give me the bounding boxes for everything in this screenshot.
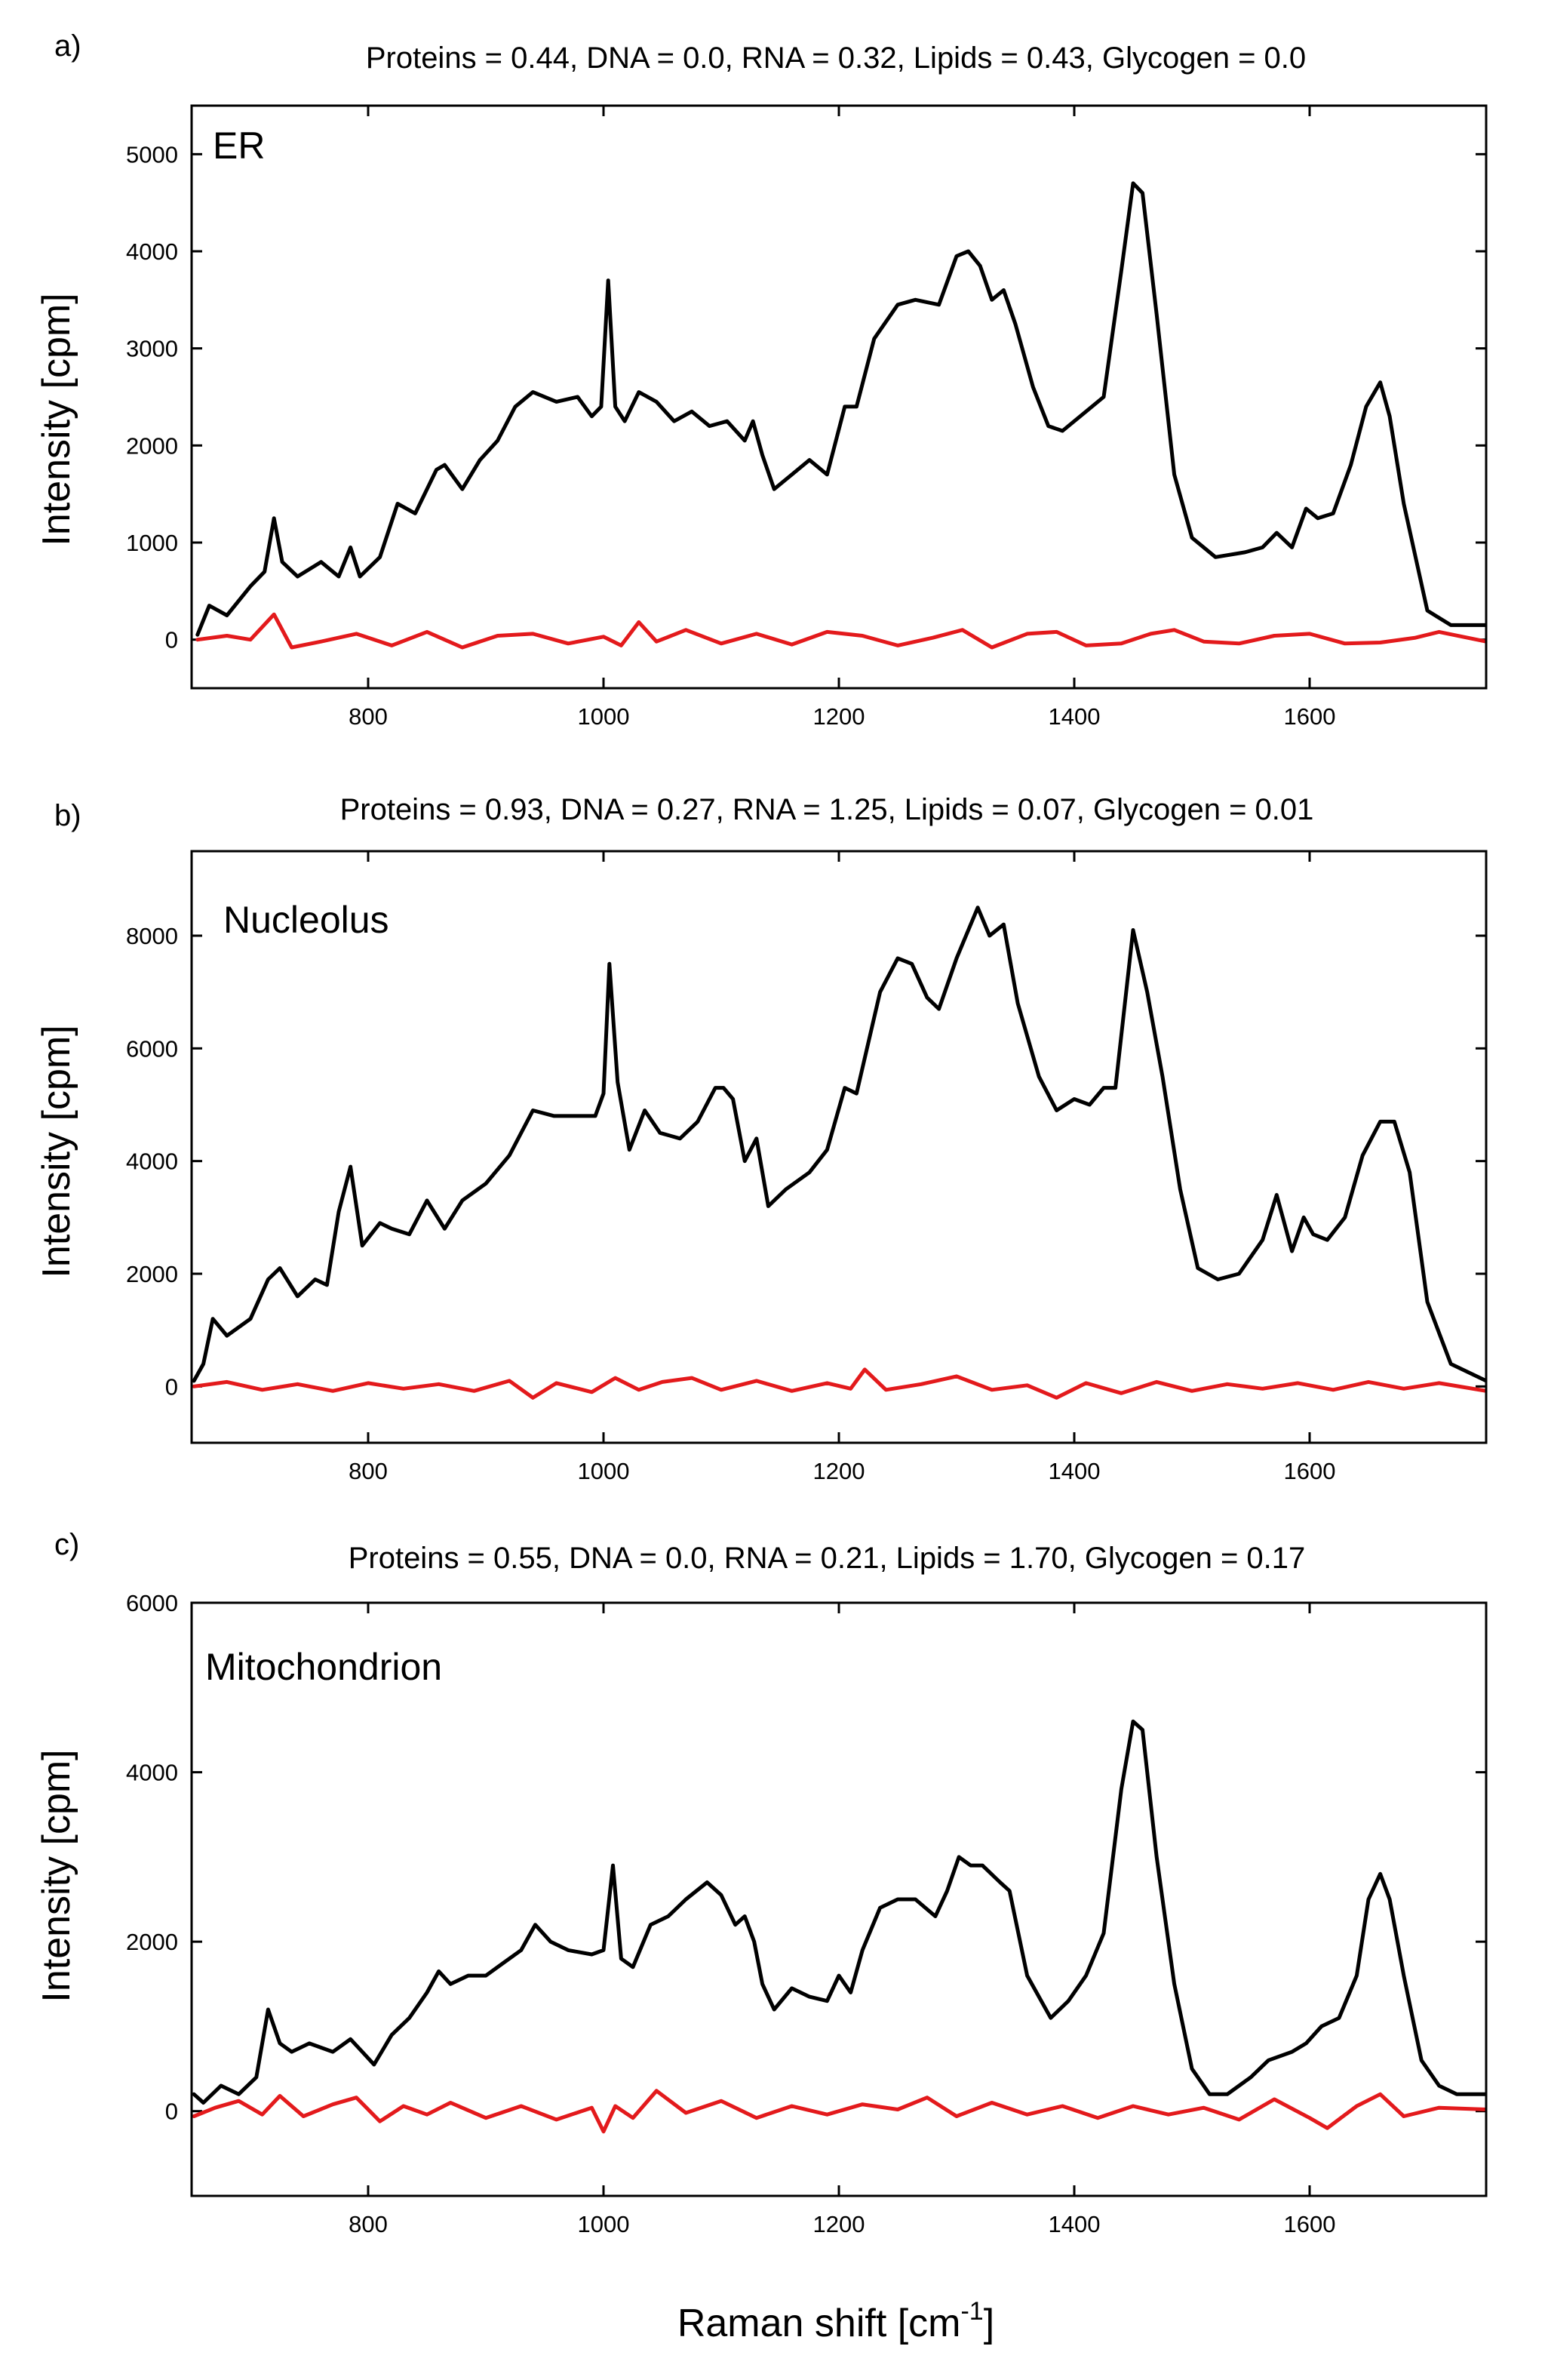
y-tick-label: 2000 [126, 1929, 178, 1955]
series-line-residual [192, 1367, 1486, 1400]
y-tick-label: 2000 [126, 432, 178, 459]
x-tick-label: 800 [349, 2211, 388, 2237]
y-tick-label: 5000 [126, 141, 178, 168]
panel-title: Proteins = 0.55, DNA = 0.0, RNA = 0.21, … [349, 1542, 1306, 1575]
panel-b: b) Proteins = 0.93, DNA = 0.27, RNA = 1.… [35, 793, 1488, 1484]
plot-area: 800 1000 1200 1400 1600 0 2000 4000 6000 8000 [126, 851, 1486, 1484]
panel-letter: b) [54, 799, 81, 832]
x-tick-label: 1600 [1284, 2211, 1336, 2237]
x-tick-label: 800 [349, 1458, 388, 1484]
x-tick-label: 1200 [813, 1458, 865, 1484]
plot-area: 800 1000 1200 1400 1600 0 1000 2000 3000 4000 5000 [126, 106, 1486, 730]
y-tick-label: 4000 [126, 1148, 178, 1175]
y-tick-label: 6000 [126, 1590, 178, 1616]
inside-label: ER [213, 125, 265, 167]
axes-frame [190, 104, 1488, 690]
y-tick-label: 0 [165, 1373, 178, 1400]
x-tick-label: 1600 [1284, 703, 1336, 730]
y-axis-label: Intensity [cpm] [35, 1749, 78, 2002]
y-tick-label: 6000 [126, 1035, 178, 1062]
inside-label: Nucleolus [223, 899, 389, 941]
y-axis-label: Intensity [cpm] [35, 293, 78, 546]
y-tick-label: 1000 [126, 530, 178, 556]
x-tick-label: 800 [349, 703, 388, 730]
x-tick-label: 1400 [1049, 2211, 1101, 2237]
plot-area: 800 1000 1200 1400 1600 0 2000 4000 6000 [126, 1590, 1486, 2237]
panel-letter: a) [54, 29, 81, 63]
x-tick-label: 1400 [1049, 1458, 1101, 1484]
x-axis-label: Raman shift [cm-1] [677, 2297, 994, 2345]
x-tick-label: 1000 [578, 703, 630, 730]
series-line-measured [195, 181, 1486, 637]
x-tick-label: 1200 [813, 703, 865, 730]
series-line-residual [195, 612, 1486, 650]
axes-frame [190, 850, 1488, 1444]
y-tick-label: 3000 [126, 336, 178, 362]
y-tick-label: 4000 [126, 1760, 178, 1786]
y-axis-label: Intensity [cpm] [35, 1025, 78, 1278]
axes-frame [190, 1601, 1488, 2197]
y-tick-label: 8000 [126, 923, 178, 949]
x-tick-label: 1000 [578, 2211, 630, 2237]
y-tick-label: 0 [165, 627, 178, 653]
y-tick-label: 2000 [126, 1261, 178, 1287]
panel-letter: c) [54, 1528, 79, 1561]
series-line-residual [192, 2089, 1486, 2134]
panel-title: Proteins = 0.93, DNA = 0.27, RNA = 1.25,… [340, 793, 1314, 826]
x-tick-label: 1000 [578, 1458, 630, 1484]
x-tick-label: 1600 [1284, 1458, 1336, 1484]
series-line-measured [192, 1719, 1486, 2105]
inside-label: Mitochondrion [205, 1646, 442, 1688]
panel-title: Proteins = 0.44, DNA = 0.0, RNA = 0.32, … [366, 42, 1306, 75]
y-tick-label: 0 [165, 2099, 178, 2125]
panel-c: c) Proteins = 0.55, DNA = 0.0, RNA = 0.2… [35, 1528, 1488, 2237]
series-line-measured [192, 906, 1486, 1383]
x-tick-label: 1400 [1049, 703, 1101, 730]
x-tick-label: 1200 [813, 2211, 865, 2237]
y-tick-label: 4000 [126, 238, 178, 265]
panel-a: a) Proteins = 0.44, DNA = 0.0, RNA = 0.3… [35, 29, 1488, 730]
